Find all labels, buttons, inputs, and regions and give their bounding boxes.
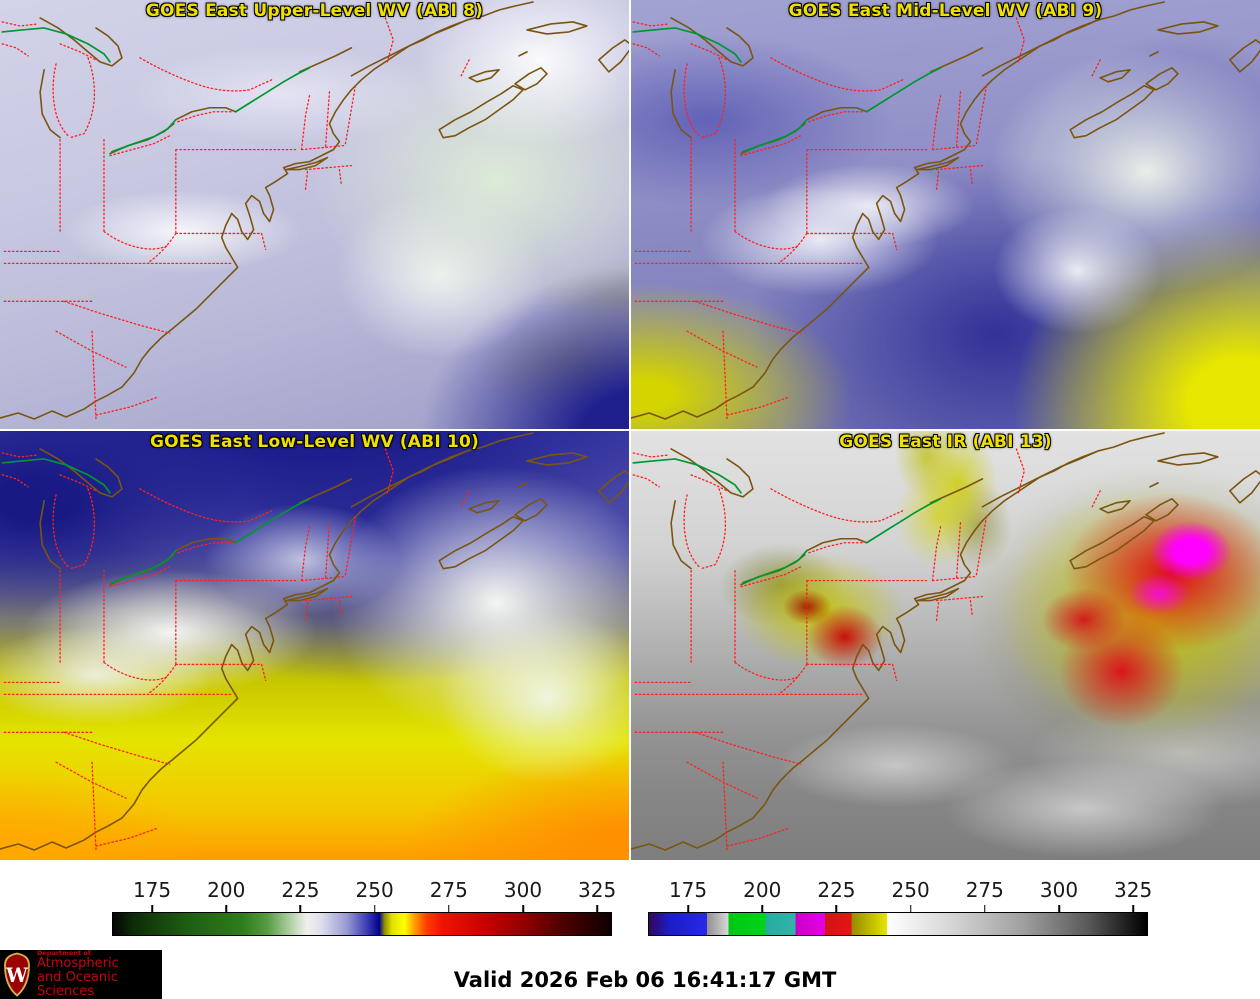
colorbar-tick-mark (373, 905, 376, 912)
wv-colorbar-labels: 175 200 225 250 275 300 325 (112, 878, 616, 905)
logo-dept-line: Department of (37, 948, 91, 957)
panel-title-abi9: GOES East Mid-Level WV (ABI 9) (788, 1, 1103, 21)
colorbar-tick-mark (522, 905, 524, 912)
ir-colorbar-gradient (648, 912, 1148, 936)
colorbar-tick-label: 250 (355, 878, 394, 902)
colorbar-tick-label: 200 (207, 878, 246, 902)
ir-colorbar-labels: 175 200 225 250 275 300 325 (648, 878, 1152, 905)
colorbar-tick-label: 175 (668, 878, 708, 902)
valid-timestamp: Valid 2026 Feb 06 16:41:17 GMT (453, 968, 837, 992)
ir-colorbar-ticks (648, 905, 1148, 912)
colorbar-tick-label: 175 (132, 878, 172, 902)
colorbar-tick-label: 325 (1114, 878, 1153, 902)
panel-ir: GOES East IR (ABI 13) (631, 431, 1260, 860)
satellite-quad-grid: GOES East Upper-Level WV (ABI 8) GOES Ea… (0, 0, 1260, 860)
uw-crest-icon: W (4, 952, 30, 997)
colorbar-tick-mark (984, 905, 986, 912)
wv-colorbar-ticks (112, 905, 612, 912)
colorbar-tick-label: 300 (503, 878, 543, 902)
colorbar-tick-label: 275 (429, 878, 468, 902)
panel-title-abi10: GOES East Low-Level WV (ABI 10) (149, 432, 479, 452)
colorbar-tick-mark (596, 905, 598, 912)
colorbar-tick-mark (1058, 905, 1060, 912)
svg-text:W: W (5, 964, 29, 987)
colorbar-tick-mark (151, 905, 153, 912)
map-overlay (631, 432, 1260, 851)
colorbar-tick-mark (448, 905, 450, 912)
colorbar-tick-label: 225 (817, 878, 856, 902)
colorbar-tick-mark (909, 905, 912, 912)
footer-strip: 175 200 225 250 275 300 325 175 200 225 250 275 300… (0, 862, 1260, 999)
colorbar-tick-mark (687, 905, 689, 912)
wv-colorbar-gradient (112, 912, 612, 936)
panel-title-abi8: GOES East Upper-Level WV (ABI 8) (145, 1, 484, 21)
ir-colorbar: 175 200 225 250 275 300 325 (648, 878, 1152, 956)
colorbar-tick-mark (225, 905, 227, 912)
colorbar-tick-mark (299, 905, 302, 912)
panel-low-level-wv: GOES East Low-Level WV (ABI 10) (0, 431, 629, 860)
colorbar-tick-mark (835, 905, 838, 912)
colorbar-tick-label: 225 (281, 878, 320, 902)
map-overlay (631, 1, 1260, 420)
panel-title-abi13: GOES East IR (ABI 13) (839, 432, 1052, 452)
uw-aos-logo: W Department of Atmospheric and Oceanic … (0, 948, 162, 999)
logo-name-line2: and Oceanic Sciences (37, 970, 118, 999)
colorbar-tick-mark (761, 905, 763, 912)
map-overlay (0, 1, 629, 420)
panel-mid-level-wv: GOES East Mid-Level WV (ABI 9) (631, 0, 1260, 429)
colorbar-tick-label: 200 (743, 878, 782, 902)
colorbar-tick-mark (1132, 905, 1134, 912)
wv-colorbar: 175 200 225 250 275 300 325 (112, 878, 616, 956)
colorbar-tick-label: 275 (965, 878, 1004, 902)
colorbar-tick-label: 300 (1039, 878, 1079, 902)
uw-aos-logo-text: Department of Atmospheric and Oceanic Sc… (37, 948, 162, 999)
map-overlay (0, 432, 629, 851)
panel-upper-level-wv: GOES East Upper-Level WV (ABI 8) (0, 0, 629, 429)
colorbar-tick-label: 325 (578, 878, 617, 902)
colorbar-tick-label: 250 (891, 878, 930, 902)
logo-name-line1: Atmospheric (37, 955, 119, 971)
